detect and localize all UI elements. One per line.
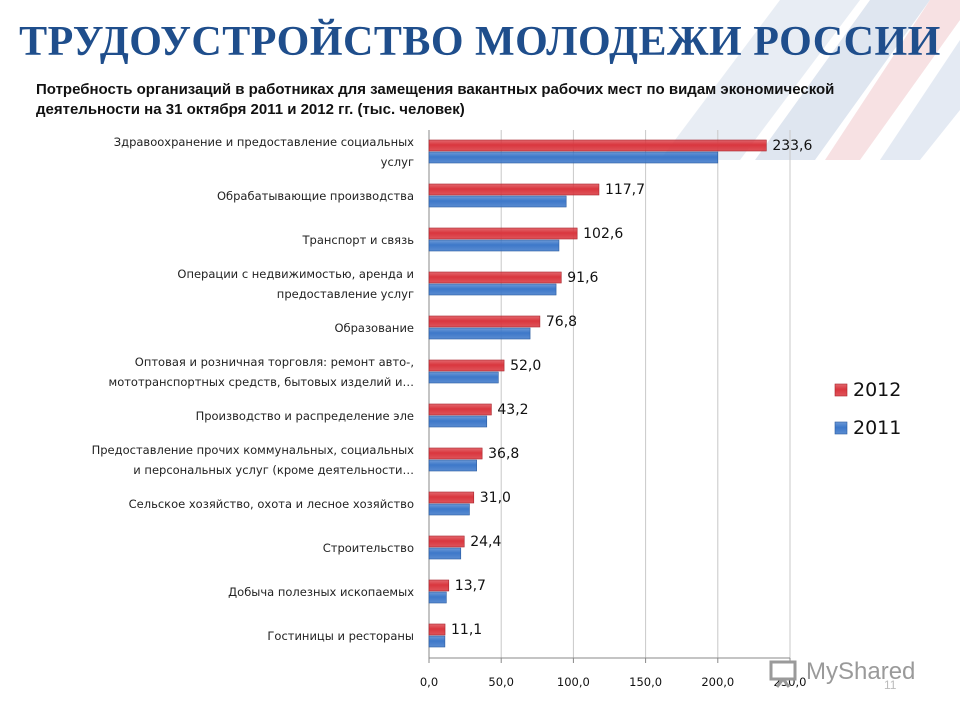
value-label-2012: 24,4: [470, 534, 501, 550]
category-label: Производство и распределение эле: [196, 409, 414, 423]
category-label: Добыча полезных ископаемых: [228, 585, 414, 599]
value-label-2012: 76,8: [546, 314, 577, 330]
x-tick-label: 150,0: [629, 675, 662, 689]
x-tick-label: 200,0: [701, 675, 734, 689]
presentation-icon: [769, 660, 797, 688]
category-label: Здравоохранение и предоставление социаль…: [114, 135, 414, 169]
category-label: Транспорт и связь: [302, 233, 415, 247]
bar-2011: [428, 239, 560, 252]
value-label-2012: 52,0: [510, 358, 541, 374]
category-label: Обрабатывающие производства: [217, 189, 414, 203]
category-label: Операции с недвижимостью, аренда и предос…: [177, 267, 414, 301]
category-label: Предоставление прочих коммунальных, соци…: [92, 443, 415, 477]
value-label-2012: 31,0: [480, 490, 511, 506]
value-label-2012: 43,2: [497, 402, 528, 418]
bar-2011: [428, 547, 462, 560]
category-label: Сельское хозяйство, охота и лесное хозяй…: [129, 497, 414, 511]
x-tick-label: 100,0: [557, 675, 590, 689]
bars: [428, 139, 767, 648]
bar-2011: [428, 371, 499, 384]
watermark-text: MyShared: [806, 658, 916, 685]
bar-2011: [428, 283, 557, 296]
value-label-2012: 117,7: [605, 182, 645, 198]
bar-2012: [428, 227, 578, 240]
legend-label-2012: 2012: [853, 379, 901, 401]
value-label-2012: 36,8: [488, 446, 519, 462]
bar-2012: [428, 359, 505, 372]
x-tick-label: 0,0: [420, 675, 438, 689]
category-label: Образование: [334, 321, 414, 335]
category-label: Строительство: [323, 541, 414, 555]
value-label-2012: 91,6: [567, 270, 598, 286]
slide-title: ТРУДОУСТРОЙСТВО МОЛОДЕЖИ РОССИИ: [19, 19, 941, 65]
legend-label-2011: 2011: [853, 417, 901, 439]
bar-2012: [428, 579, 450, 592]
value-label-2012: 102,6: [583, 226, 623, 242]
category-label: Гостиницы и рестораны: [267, 629, 414, 643]
bar-2011: [428, 591, 447, 604]
bar-2011: [428, 415, 488, 428]
bar-2011: [428, 503, 470, 516]
x-tick-label: 50,0: [488, 675, 514, 689]
chart-subtitle: Потребность организаций в работниках для…: [36, 81, 835, 118]
bar-2012: [428, 139, 767, 152]
bar-2011: [428, 195, 567, 208]
bar-2012: [428, 491, 475, 504]
page-number: 11: [884, 678, 897, 692]
legend-swatch-2011: [834, 421, 848, 435]
bar-2011: [428, 327, 531, 340]
category-label: Оптовая и розничная торговля: ремонт авт…: [109, 355, 414, 389]
gridlines: [428, 130, 791, 658]
value-label-2012: 13,7: [455, 578, 486, 594]
x-axis: 0,0 50,0 100,0 150,0 200,0 250,0: [420, 657, 806, 689]
bar-2012: [428, 315, 541, 328]
value-labels: 233,6 117,7 102,6 91,6 76,8 52,0 43,2 36,8 31,0 2…: [451, 138, 812, 638]
bar-2012: [428, 447, 483, 460]
bar-2011: [428, 635, 446, 648]
legend: 2012 2011: [834, 379, 901, 439]
value-label-2012: 233,6: [772, 138, 812, 154]
watermark: MyShared: [768, 656, 928, 692]
decorative-flag-stripes: [660, 0, 960, 160]
bar-2011: [428, 459, 477, 472]
bar-2012: [428, 183, 600, 196]
category-labels: Здравоохранение и предоставление социаль…: [92, 135, 415, 643]
legend-swatch-2012: [834, 383, 848, 397]
bar-2012: [428, 403, 492, 416]
bar-2012: [428, 535, 465, 548]
bar-2012: [428, 623, 446, 636]
bar-2012: [428, 271, 562, 284]
bar-2011: [428, 151, 719, 164]
value-label-2012: 11,1: [451, 622, 482, 638]
